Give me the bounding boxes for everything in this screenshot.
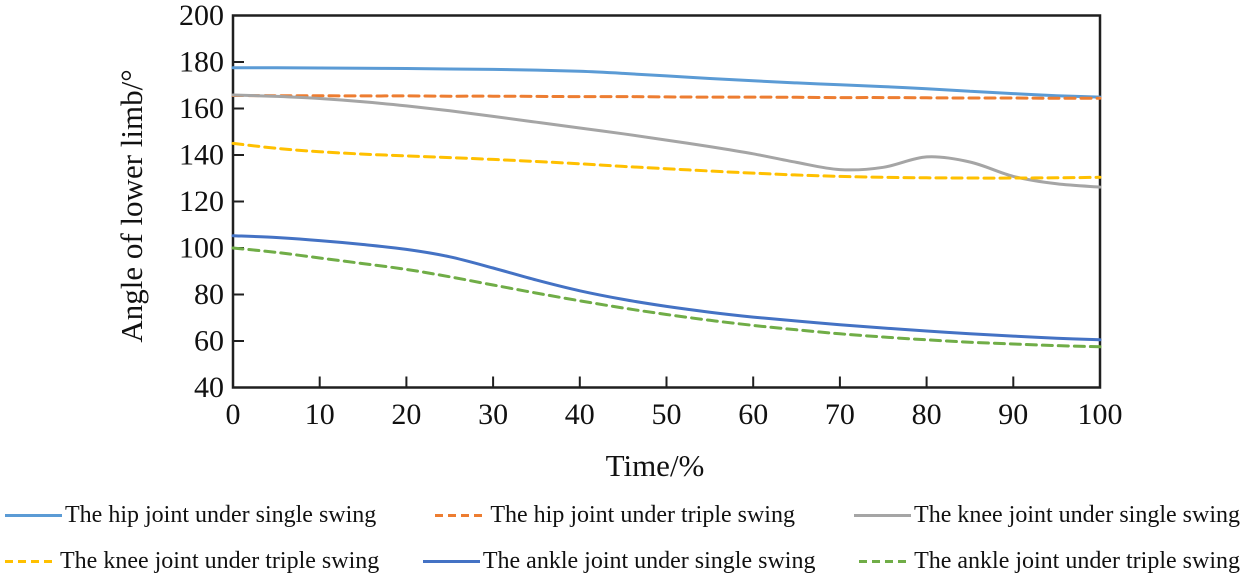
legend-item: The knee joint under single swing [854, 502, 1240, 529]
x-tick-label: 20 [391, 398, 421, 431]
x-tick-label: 80 [912, 398, 942, 431]
legend-solid-line-icon [422, 559, 480, 563]
y-tick-label: 100 [179, 232, 224, 265]
chart-legend: The hip joint under single swing The hip … [0, 490, 1245, 587]
legend-solid-line-icon [5, 513, 62, 517]
y-axis-title: Angle of lower limb/° [114, 69, 149, 343]
legend-item: The ankle joint under single swing [422, 547, 816, 575]
x-tick-label: 60 [738, 398, 768, 431]
x-tick-label: 10 [305, 398, 335, 431]
legend-solid-line-icon [854, 513, 912, 517]
legend-dashed-line-icon [435, 513, 488, 517]
series-line-5 [231, 246, 1102, 349]
legend-dashed-line-icon [859, 559, 912, 563]
legend-item: The knee joint under triple swing [5, 548, 379, 575]
y-tick-label: 80 [194, 278, 224, 311]
x-tick-label: 70 [825, 398, 855, 431]
x-tick-label: 30 [478, 398, 508, 431]
x-tick-label: 40 [565, 398, 595, 431]
series-line-4 [231, 234, 1102, 342]
legend-label: The ankle joint under single swing [482, 547, 816, 574]
legend-item: The hip joint under triple swing [435, 502, 795, 529]
y-tick-label: 120 [179, 185, 224, 218]
legend-label: The knee joint under triple swing [60, 547, 380, 574]
legend-row-2: The knee joint under triple swing The ank… [0, 546, 1245, 576]
x-tick-label: 90 [998, 398, 1028, 431]
legend-row-1: The hip joint under single swing The hip … [0, 500, 1245, 530]
x-tick-label: 0 [226, 398, 241, 431]
series-line-2 [231, 93, 1102, 189]
series-line-3 [231, 141, 1102, 180]
y-tick-label: 180 [179, 46, 224, 79]
x-tick-label: 100 [1078, 398, 1123, 431]
legend-dashed-line-icon [5, 559, 57, 563]
y-tick-label: 160 [179, 92, 224, 125]
y-tick-label: 200 [179, 0, 224, 32]
series-line-1 [231, 94, 1102, 100]
x-axis-title: Time/% [605, 448, 705, 483]
series-line-0 [231, 66, 1102, 99]
x-tick-label: 50 [652, 398, 682, 431]
plot-border [231, 14, 1102, 389]
legend-item: The ankle joint under triple swing [859, 548, 1240, 575]
y-tick-label: 40 [194, 371, 224, 404]
y-tick-label: 60 [194, 325, 224, 358]
legend-label: The knee joint under single swing [914, 501, 1240, 528]
legend-label: The hip joint under triple swing [490, 501, 795, 528]
legend-label: The ankle joint under triple swing [914, 547, 1240, 574]
legend-label: The hip joint under single swing [65, 501, 377, 528]
y-tick-label: 140 [179, 139, 224, 172]
legend-item: The hip joint under single swing [5, 502, 376, 529]
